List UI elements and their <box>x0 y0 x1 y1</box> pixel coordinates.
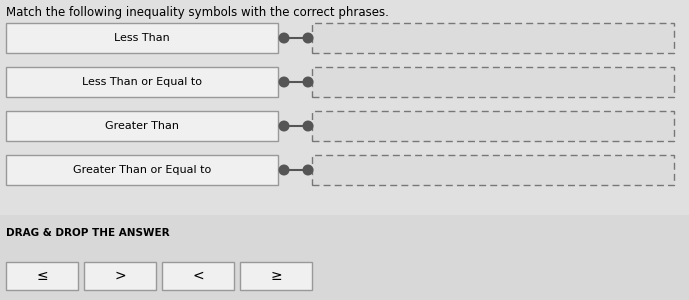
FancyBboxPatch shape <box>0 215 689 300</box>
Circle shape <box>279 121 289 131</box>
Text: DRAG & DROP THE ANSWER: DRAG & DROP THE ANSWER <box>6 228 169 238</box>
FancyBboxPatch shape <box>162 262 234 290</box>
FancyBboxPatch shape <box>312 155 674 185</box>
Circle shape <box>303 77 313 87</box>
Text: ≥: ≥ <box>270 269 282 283</box>
FancyBboxPatch shape <box>6 67 278 97</box>
Text: Less Than or Equal to: Less Than or Equal to <box>82 77 202 87</box>
FancyBboxPatch shape <box>6 111 278 141</box>
Text: ≤: ≤ <box>37 269 48 283</box>
FancyBboxPatch shape <box>312 67 674 97</box>
Text: Greater Than: Greater Than <box>105 121 179 131</box>
Text: >: > <box>114 269 126 283</box>
Circle shape <box>303 165 313 175</box>
FancyBboxPatch shape <box>240 262 312 290</box>
FancyBboxPatch shape <box>6 23 278 53</box>
FancyBboxPatch shape <box>6 155 278 185</box>
Text: <: < <box>192 269 204 283</box>
Circle shape <box>303 33 313 43</box>
Text: Less Than: Less Than <box>114 33 170 43</box>
Text: Greater Than or Equal to: Greater Than or Equal to <box>73 165 211 175</box>
FancyBboxPatch shape <box>6 262 78 290</box>
Text: Match the following inequality symbols with the correct phrases.: Match the following inequality symbols w… <box>6 6 389 19</box>
Circle shape <box>279 33 289 43</box>
FancyBboxPatch shape <box>312 23 674 53</box>
FancyBboxPatch shape <box>84 262 156 290</box>
FancyBboxPatch shape <box>312 111 674 141</box>
Circle shape <box>279 77 289 87</box>
Circle shape <box>303 121 313 131</box>
Circle shape <box>279 165 289 175</box>
